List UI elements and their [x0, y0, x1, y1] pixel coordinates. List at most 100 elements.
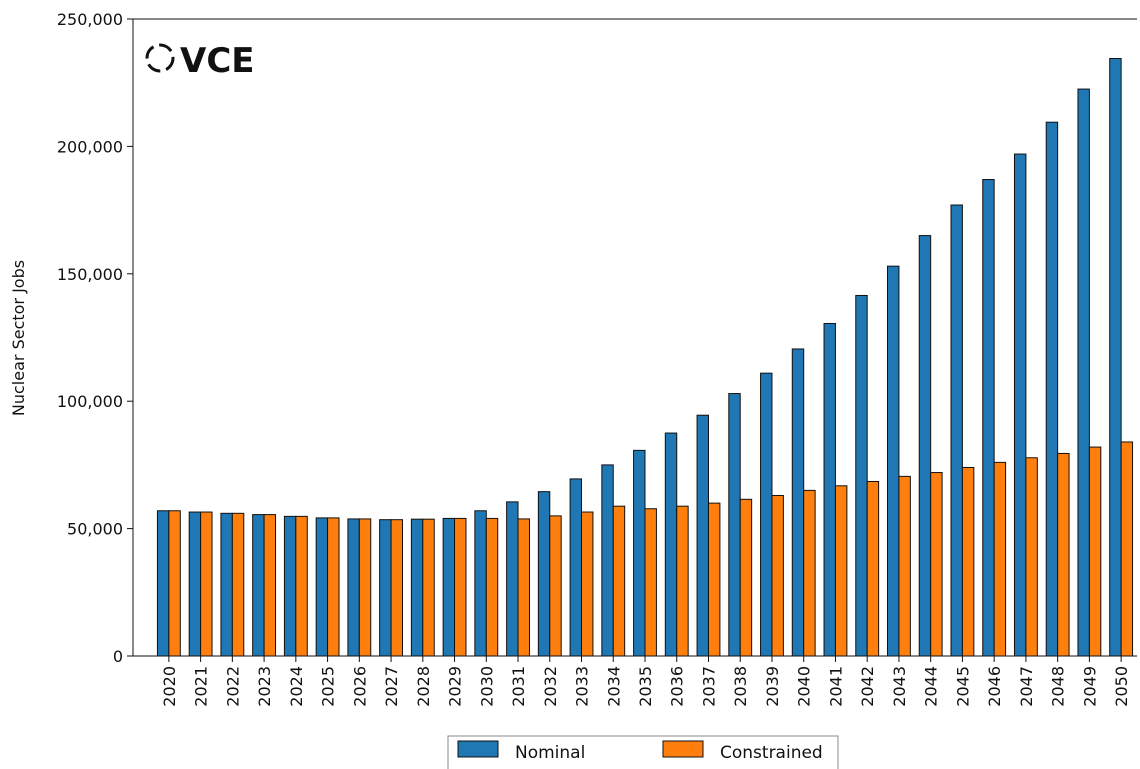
bar	[644, 508, 657, 657]
bar	[601, 464, 614, 657]
bar	[866, 480, 880, 657]
x-tick-label: 2042	[858, 666, 877, 707]
bar	[791, 348, 805, 657]
y-tick-label: 50,000	[67, 520, 123, 539]
x-tick-label: 2027	[382, 666, 401, 707]
bar	[950, 204, 963, 657]
bar	[633, 449, 646, 657]
bar	[707, 502, 721, 657]
bar	[569, 478, 583, 657]
bar	[549, 515, 562, 657]
bar	[156, 510, 170, 657]
logo: VCE	[145, 41, 255, 81]
bar	[728, 393, 741, 657]
bar	[1120, 441, 1134, 657]
x-tick-label: 2025	[319, 666, 338, 707]
bar	[358, 518, 372, 657]
x-tick-label: 2029	[446, 666, 465, 707]
x-tick-label: 2046	[985, 666, 1004, 707]
bar	[664, 432, 678, 657]
x-tick-label: 2030	[477, 666, 496, 707]
bar	[283, 515, 297, 657]
bar	[1088, 446, 1102, 657]
bar	[898, 475, 911, 657]
bar	[231, 512, 245, 657]
x-tick-label: 2024	[287, 666, 306, 707]
x-tick-label: 2034	[604, 666, 623, 707]
bar	[1013, 153, 1027, 657]
bar	[961, 466, 975, 657]
y-tick-label: 0	[113, 647, 123, 666]
bar	[1025, 457, 1038, 657]
bar	[823, 322, 836, 657]
x-tick-label: 2022	[223, 666, 242, 707]
x-tick-label: 2048	[1049, 666, 1068, 707]
bar	[676, 505, 689, 657]
bar	[537, 491, 551, 657]
x-tick-label: 2026	[350, 666, 369, 707]
bar	[379, 519, 392, 657]
bar	[887, 265, 900, 657]
x-tick-label: 2021	[192, 666, 211, 707]
bar	[485, 517, 499, 657]
legend: Nominal Constrained	[447, 735, 839, 769]
y-tick-label: 200,000	[57, 137, 123, 156]
bar	[1077, 88, 1090, 657]
bar	[834, 485, 848, 657]
legend-label: Constrained	[720, 743, 823, 763]
bar	[390, 519, 403, 657]
bar	[295, 515, 308, 657]
bar	[422, 518, 435, 657]
bar	[930, 472, 943, 657]
x-tick-label: 2033	[573, 666, 592, 707]
bar	[506, 501, 519, 657]
x-tick-label: 2040	[795, 666, 814, 707]
bar	[220, 512, 233, 657]
bar	[1045, 121, 1059, 657]
x-tick-label: 2037	[699, 666, 718, 707]
x-tick-label: 2020	[160, 666, 179, 707]
legend-frame	[447, 735, 839, 769]
legend-label: Nominal	[515, 743, 585, 763]
x-tick-label: 2047	[1017, 666, 1036, 707]
bar	[771, 494, 784, 657]
x-tick-label: 2045	[953, 666, 972, 707]
bar	[200, 511, 213, 657]
bar	[993, 461, 1007, 657]
x-tick-label: 2044	[922, 666, 941, 707]
bar	[696, 414, 709, 657]
bar	[760, 372, 773, 657]
logo-text: VCE	[180, 41, 255, 81]
bar	[517, 518, 530, 657]
bar	[168, 510, 181, 657]
bar	[347, 518, 360, 657]
y-axis-label: Nuclear Sector Jobs	[9, 260, 28, 416]
bar	[1057, 452, 1070, 657]
bar	[918, 235, 932, 657]
bar	[410, 518, 424, 657]
bar	[252, 514, 265, 657]
bar	[612, 505, 626, 657]
bar	[263, 514, 277, 657]
bar	[581, 511, 594, 657]
y-tick-label: 100,000	[57, 392, 123, 411]
bar	[188, 511, 202, 657]
y-tick-label: 250,000	[57, 10, 123, 29]
x-tick-label: 2035	[636, 666, 655, 707]
bar	[315, 517, 329, 657]
logo-icon	[145, 43, 175, 73]
bar	[739, 498, 753, 657]
x-tick-label: 2038	[731, 666, 750, 707]
legend-swatch	[662, 740, 704, 758]
x-tick-label: 2039	[763, 666, 782, 707]
x-tick-label: 2049	[1080, 666, 1099, 707]
x-tick-label: 2041	[826, 666, 845, 707]
bar	[982, 179, 995, 657]
x-tick-label: 2023	[255, 666, 274, 707]
bar	[855, 294, 868, 657]
legend-swatch	[457, 740, 499, 758]
bar	[803, 489, 816, 657]
x-tick-label: 2043	[890, 666, 909, 707]
x-tick-label: 2031	[509, 666, 528, 707]
